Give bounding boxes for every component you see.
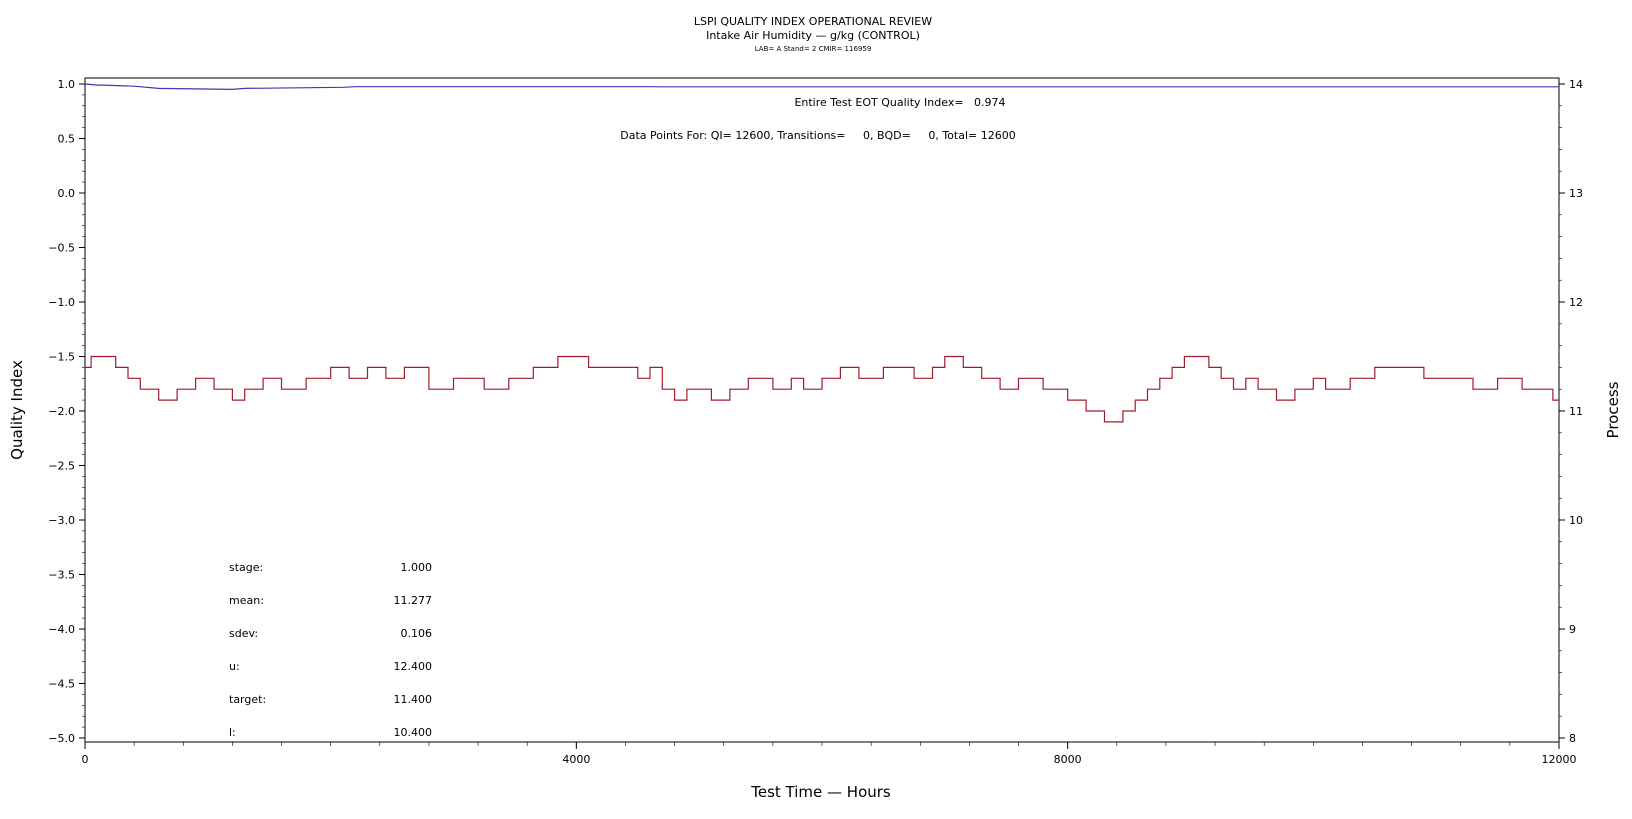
quality-index-series-line: [84, 83, 1559, 91]
y2-tick-label: 9: [1569, 623, 1576, 636]
data-points-annotation: Data Points For: QI= 12600, Transitions=…: [620, 129, 1015, 142]
stat-value: 11.400: [394, 693, 433, 706]
y2-axis-label: Process: [1604, 381, 1622, 438]
x-axis: 0 4000 8000 12000: [82, 742, 1577, 766]
eot-quality-index-annotation: Entire Test EOT Quality Index= 0.974: [794, 96, 1005, 109]
y-tick-label: −4.0: [48, 623, 75, 636]
y-tick-label: −0.5: [48, 242, 75, 255]
y2-tick-label: 8: [1569, 732, 1576, 745]
y-tick-label: 0.5: [58, 133, 76, 146]
y-tick-label: −1.5: [48, 351, 75, 364]
y2-tick-label: 13: [1569, 187, 1583, 200]
plot-frame: [84, 77, 1560, 743]
x-tick-label: 12000: [1542, 753, 1577, 766]
y-axis-left: 1.0 0.5 0.0 −0.5 −1.0 −1.5 −2.0 −2.5 −3.0 −3.5 −4.…: [48, 78, 85, 745]
y2-tick-label: 12: [1569, 296, 1583, 309]
x-tick-label: 8000: [1054, 753, 1082, 766]
y2-tick-label: 10: [1569, 514, 1583, 527]
y-tick-label: −4.5: [48, 678, 75, 691]
y-tick-label: −3.0: [48, 514, 75, 527]
x-tick-label: 4000: [562, 753, 590, 766]
y-tick-label: 1.0: [58, 78, 76, 91]
chart-subtitle-details: LAB= A Stand= 2 CMIR= 116959: [755, 45, 872, 53]
y-tick-label: −5.0: [48, 732, 75, 745]
x-tick-label: 0: [82, 753, 89, 766]
y2-tick-label: 14: [1569, 78, 1583, 91]
y-axis-right: 14 13 12 11 10 9 8: [1559, 78, 1583, 745]
stats-table: stage: 1.000 mean: 11.277 sdev: 0.106 u: 12.400…: [229, 561, 432, 739]
stat-label: mean:: [229, 594, 264, 607]
y-axis-label: Quality Index: [8, 360, 26, 460]
process-series-line: [85, 355, 1559, 423]
x-axis-label: Test Time — Hours: [750, 783, 891, 801]
y-tick-label: −2.5: [48, 460, 75, 473]
y-tick-label: −3.5: [48, 569, 75, 582]
stat-label: l:: [229, 726, 236, 739]
stat-label: sdev:: [229, 627, 258, 640]
stat-value: 12.400: [394, 660, 433, 673]
stat-value: 0.106: [401, 627, 433, 640]
stat-value: 1.000: [401, 561, 433, 574]
y-tick-label: −1.0: [48, 296, 75, 309]
stat-label: target:: [229, 693, 266, 706]
series-layer: [84, 83, 1559, 423]
stat-label: u:: [229, 660, 240, 673]
stat-value: 11.277: [394, 594, 433, 607]
chart-subtitle: Intake Air Humidity — g/kg (CONTROL): [706, 29, 920, 42]
y-tick-label: 0.0: [58, 187, 76, 200]
stat-label: stage:: [229, 561, 263, 574]
chart-title: LSPI QUALITY INDEX OPERATIONAL REVIEW: [694, 15, 932, 28]
y2-tick-label: 11: [1569, 405, 1583, 418]
y-tick-label: −2.0: [48, 405, 75, 418]
stat-value: 10.400: [394, 726, 433, 739]
